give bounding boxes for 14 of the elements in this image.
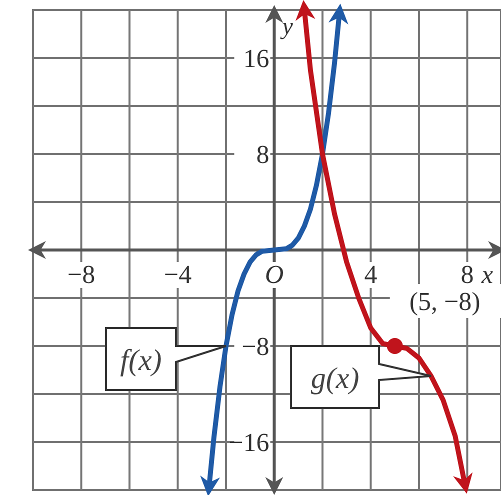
y-tick-label: 8 [256,140,270,169]
x-tick-label: O [264,260,284,289]
y-tick-label: −8 [242,332,270,361]
y-tick-label: −16 [228,428,270,457]
x-tick-label: −8 [67,260,96,289]
x-tick-label: 4 [364,260,378,289]
series-label: g(x) [310,362,360,395]
y-tick-label: 16 [243,44,270,73]
x-axis-title: x [480,260,494,289]
annotation: (5, −8) [409,287,480,316]
x-tick-label: −4 [164,260,192,289]
x-tick-label: 8 [460,260,474,289]
series-label: f(x) [120,344,162,377]
y-axis-title: y [280,14,294,40]
